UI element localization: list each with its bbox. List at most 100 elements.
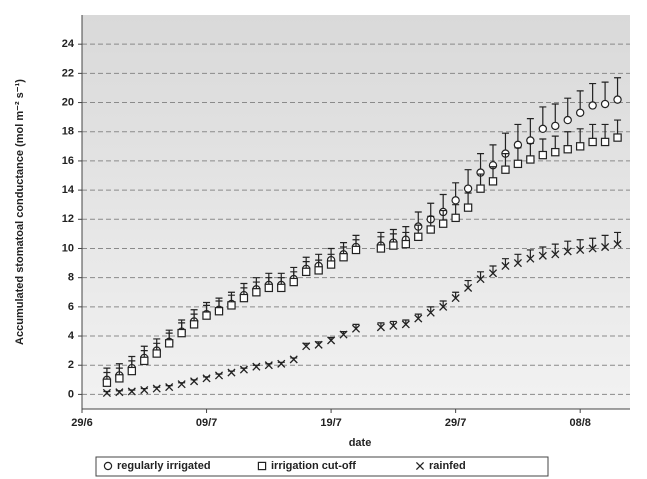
marker-square — [140, 356, 149, 366]
marker-cross — [152, 384, 161, 393]
marker-cross — [302, 342, 311, 351]
marker-cross — [501, 261, 510, 271]
marker-square — [301, 267, 311, 277]
error-bar — [501, 258, 509, 266]
marker-cross — [351, 324, 361, 333]
marker-cross — [601, 242, 610, 252]
marker-cross — [513, 259, 522, 268]
marker-cross — [289, 355, 298, 364]
legend-box — [95, 456, 549, 477]
marker-square — [227, 301, 236, 310]
marker-cross — [526, 254, 535, 263]
marker-square — [239, 293, 249, 303]
x-tick-label: 29/7 — [445, 417, 466, 429]
marker-circle — [563, 115, 572, 125]
marker-circle — [551, 121, 560, 131]
marker-square — [426, 225, 435, 234]
legend-label: rainfed — [429, 460, 466, 472]
marker-cross — [165, 383, 174, 392]
marker-cross — [451, 294, 460, 303]
marker-square — [414, 232, 423, 242]
marker-square — [214, 307, 224, 316]
marker-cross — [227, 368, 236, 377]
marker-square — [613, 133, 622, 142]
marker-square — [501, 165, 510, 174]
error-bar — [514, 253, 522, 264]
marker-cross — [551, 250, 560, 259]
error-bar — [439, 300, 447, 307]
y-tick-label: 14 — [62, 184, 75, 196]
marker-cross — [339, 330, 348, 339]
marker-cross — [127, 387, 136, 396]
marker-circle — [103, 461, 113, 471]
marker-cross — [239, 365, 248, 374]
marker-square — [264, 283, 274, 293]
error-bar — [576, 239, 584, 250]
marker-circle — [600, 99, 610, 109]
marker-square — [513, 159, 523, 169]
marker-square — [277, 283, 286, 293]
marker-square — [177, 328, 186, 338]
marker-square — [438, 219, 448, 228]
marker-square — [314, 266, 323, 275]
marker-cross — [140, 385, 149, 395]
x-tick-label: 19/7 — [320, 417, 341, 429]
error-bar — [614, 231, 622, 245]
marker-cross — [426, 308, 435, 317]
marker-cross — [613, 240, 622, 249]
marker-cross — [376, 323, 385, 332]
marker-square — [164, 339, 174, 348]
marker-cross — [488, 269, 498, 278]
marker-square — [588, 137, 597, 147]
marker-cross — [264, 361, 273, 370]
error-bar — [601, 234, 609, 248]
error-bar — [539, 246, 547, 256]
marker-square — [526, 155, 535, 164]
marker-cross — [389, 321, 398, 330]
error-bar — [464, 279, 472, 288]
marker-cross — [588, 244, 597, 253]
x-tick-label: 29/6 — [71, 417, 92, 429]
marker-square — [289, 277, 298, 287]
marker-square — [257, 461, 267, 471]
marker-cross — [314, 340, 323, 349]
marker-cross — [464, 283, 473, 292]
error-bar — [589, 237, 597, 249]
marker-cross — [415, 461, 425, 471]
marker-square — [389, 241, 398, 250]
marker-cross — [252, 362, 261, 371]
marker-square — [202, 311, 211, 320]
error-bar — [551, 243, 559, 255]
y-tick-label: 4 — [68, 330, 75, 342]
marker-circle — [575, 108, 585, 117]
error-bar — [489, 265, 497, 274]
marker-cross — [563, 247, 572, 256]
marker-circle — [538, 124, 548, 134]
marker-cross — [538, 251, 547, 260]
marker-cross — [576, 245, 585, 255]
x-tick-label: 09/7 — [196, 417, 217, 429]
marker-square — [252, 288, 261, 297]
marker-square — [152, 349, 161, 358]
y-tick-label: 8 — [68, 272, 74, 284]
marker-cross — [115, 388, 124, 397]
marker-circle — [613, 95, 622, 104]
y-tick-label: 2 — [68, 359, 74, 371]
marker-cross — [327, 336, 336, 345]
marker-square — [115, 374, 124, 383]
marker-square — [463, 203, 473, 212]
marker-square — [189, 320, 199, 329]
marker-square — [563, 145, 572, 154]
marker-square — [351, 245, 361, 255]
marker-cross — [277, 359, 286, 368]
y-tick-label: 6 — [68, 301, 74, 313]
error-bar — [564, 240, 572, 252]
marker-square — [551, 147, 560, 157]
marker-cross — [214, 371, 224, 380]
marker-square — [376, 244, 386, 253]
marker-circle — [451, 196, 460, 205]
y-tick-label: 12 — [62, 213, 74, 225]
legend-label: irrigation cut-off — [271, 460, 356, 472]
marker-square — [476, 184, 485, 193]
